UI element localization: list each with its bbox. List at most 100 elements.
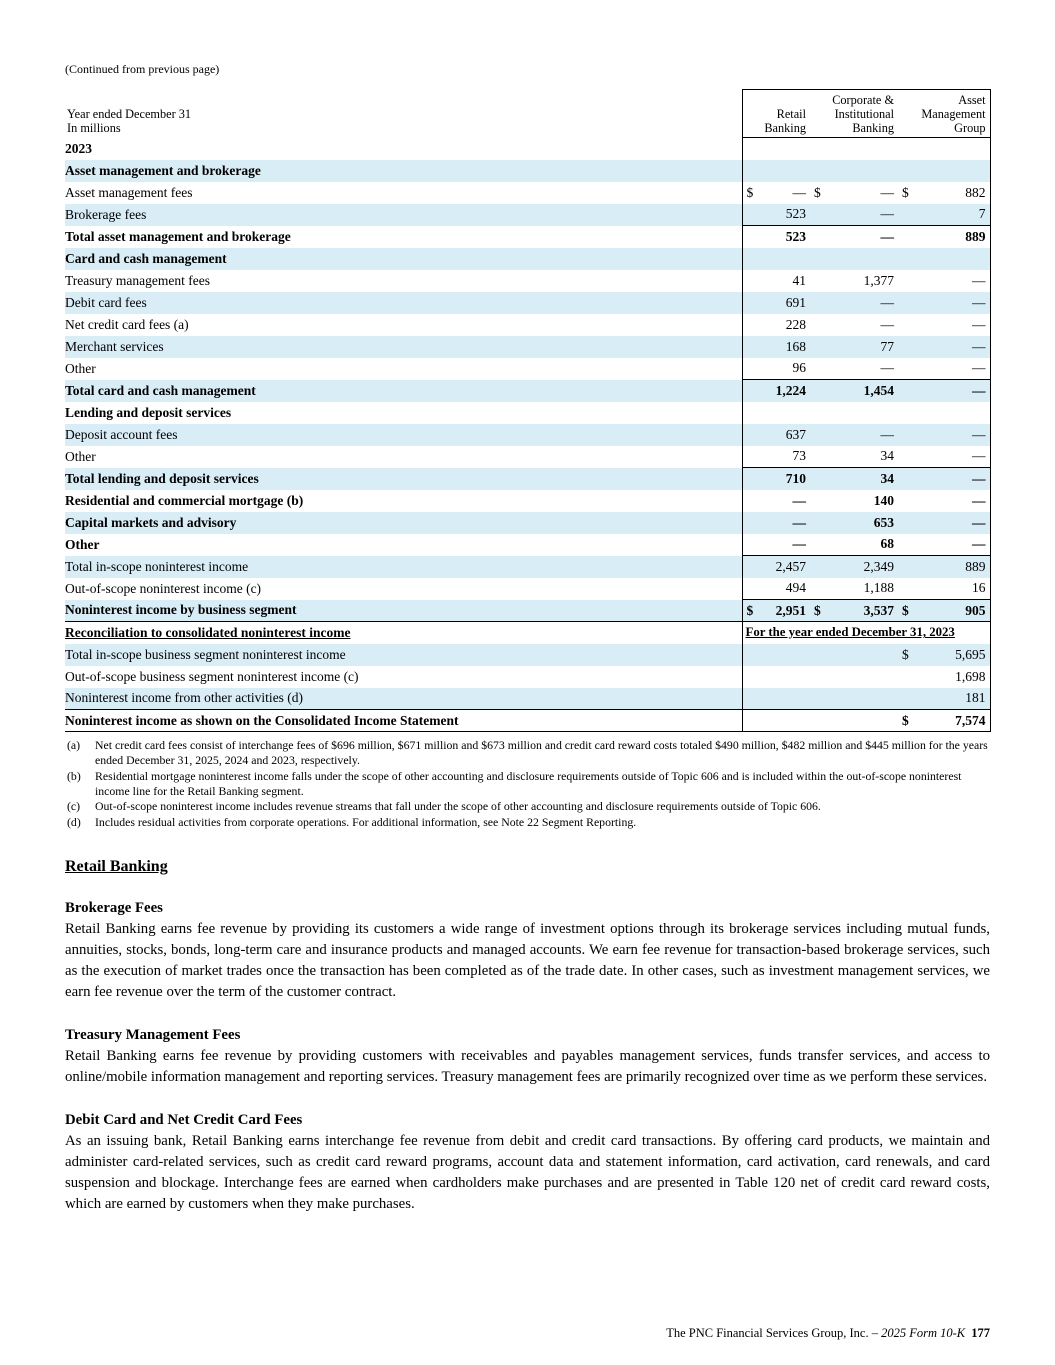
dollar-sign-cell (898, 402, 916, 424)
dollar-sign-cell (810, 379, 829, 402)
dollar-sign-cell (810, 555, 829, 578)
dollar-sign-cell (741, 291, 758, 314)
value-cell: — (880, 426, 895, 442)
value-cell: 77 (880, 338, 895, 354)
table-row: Other 96 — — (65, 357, 991, 380)
table-body: 2023 Asset management and brokerage Asset … (65, 137, 991, 733)
dollar-sign-cell (898, 270, 916, 292)
dollar-sign-cell: $ (814, 184, 821, 200)
value-cell: 523 (758, 225, 811, 248)
value-cell (758, 138, 810, 160)
subsection-title: Treasury Management Fees (65, 1027, 241, 1044)
value-cell (916, 247, 991, 270)
value-cell (828, 688, 898, 710)
dollar-sign-cell (898, 490, 916, 512)
row-label: Asset management and brokerage (65, 162, 261, 178)
table-row: Out-of-scope noninterest income (c) 494 1,… (65, 577, 991, 600)
value-cell: — (916, 489, 991, 512)
section-heading-retail-banking: Retail Banking (65, 858, 168, 876)
table-row: Out-of-scope business segment noninteres… (65, 665, 991, 688)
value-cell: 73 (792, 448, 807, 464)
value-cell (828, 138, 898, 160)
dollar-sign-cell (898, 248, 916, 270)
value-cell (758, 688, 810, 710)
dollar-sign-cell (898, 578, 916, 600)
table-row: Capital markets and advisory — 653 — (65, 511, 991, 534)
footnote-marker: (b) (67, 768, 81, 783)
value-cell (916, 137, 991, 160)
table-header-row: Year ended December 31 In millions Retai… (65, 88, 991, 139)
footnote: (b) Residential mortgage noninterest inco… (65, 769, 990, 800)
table-row: Other — 68 — (65, 533, 991, 556)
value-cell (758, 402, 810, 424)
value-cell: 34 (828, 467, 899, 490)
value-cell: 41 (792, 272, 807, 288)
value-cell: 7 (916, 203, 991, 226)
subsection-brokerage-fees: Brokerage Fees Retail Banking earns fee … (65, 900, 990, 1003)
dollar-sign-cell (810, 490, 828, 512)
subsection-debit-card-net-credit-card-fees: Debit Card and Net Credit Card Fees As a… (65, 1112, 990, 1215)
value-cell: — (916, 269, 991, 292)
dollar-sign-cell (898, 666, 916, 688)
dollar-sign-cell (741, 225, 758, 248)
row-label: Deposit account fees (65, 426, 178, 442)
value-cell: 168 (785, 338, 807, 354)
value-cell: 1,454 (828, 379, 899, 402)
dollar-sign-cell (898, 534, 916, 556)
value-cell: 653 (873, 514, 895, 530)
dollar-sign-cell (810, 160, 828, 182)
table-row: Total in-scope noninterest income 2,457 2,… (65, 555, 991, 578)
value-cell (828, 160, 898, 182)
value-cell: 1,698 (916, 665, 991, 688)
value-cell: 181 (916, 687, 991, 710)
dollar-sign-cell (741, 401, 758, 424)
value-cell: — (916, 379, 991, 402)
row-label: Out-of-scope noninterest income (c) (65, 580, 262, 596)
dollar-sign-cell (810, 534, 828, 556)
dollar-sign-cell (810, 138, 828, 160)
dollar-sign-cell (810, 225, 829, 248)
row-label: Card and cash management (65, 250, 227, 266)
value-cell: 494 (785, 580, 807, 596)
footnote-text: Includes residual activities from corpor… (95, 814, 637, 829)
table-row: Brokerage fees 523 — 7 (65, 203, 991, 226)
row-label: Total in-scope noninterest income (65, 558, 249, 574)
value-cell: 140 (873, 492, 895, 508)
table-row: Other 73 34 — (65, 445, 991, 468)
dollar-sign-cell: $ (902, 184, 909, 200)
continued-note: (Continued from previous page) (65, 62, 220, 76)
row-label: Noninterest income by business segment (65, 599, 742, 623)
value-cell (916, 159, 991, 182)
row-label: Other (65, 536, 100, 552)
row-label: Other (65, 360, 96, 376)
footnote: (d) Includes residual activities from cor… (65, 815, 990, 830)
row-label: Total asset management and brokerage (65, 228, 291, 244)
table-row: Lending and deposit services (65, 401, 991, 424)
value-cell: — (792, 536, 807, 552)
value-cell (758, 709, 811, 733)
dollar-sign-cell (898, 379, 917, 402)
dollar-sign-cell (741, 203, 758, 226)
value-cell: 523 (785, 206, 807, 222)
value-cell: — (916, 291, 991, 314)
value-cell: 889 (916, 555, 991, 578)
subsection-title: Debit Card and Net Credit Card Fees (65, 1112, 303, 1129)
row-label: Brokerage fees (65, 206, 147, 222)
dollar-sign-cell (810, 336, 828, 358)
dollar-sign-cell (810, 688, 828, 710)
table-row: Residential and commercial mortgage (b) —… (65, 489, 991, 512)
dollar-sign-cell (741, 423, 758, 446)
dollar-sign-cell (741, 489, 758, 512)
value-cell: 3,537 (828, 599, 899, 623)
value-cell: — (916, 357, 991, 380)
dollar-sign-cell (741, 643, 758, 666)
table-row: Debit card fees 691 — — (65, 291, 991, 314)
value-cell: — (880, 184, 895, 200)
row-label: Treasury management fees (65, 272, 210, 288)
row-label: Merchant services (65, 338, 164, 354)
subsection-title: Brokerage Fees (65, 900, 163, 917)
dollar-sign-cell (810, 270, 828, 292)
value-cell: — (828, 225, 899, 248)
value-cell: — (916, 533, 991, 556)
